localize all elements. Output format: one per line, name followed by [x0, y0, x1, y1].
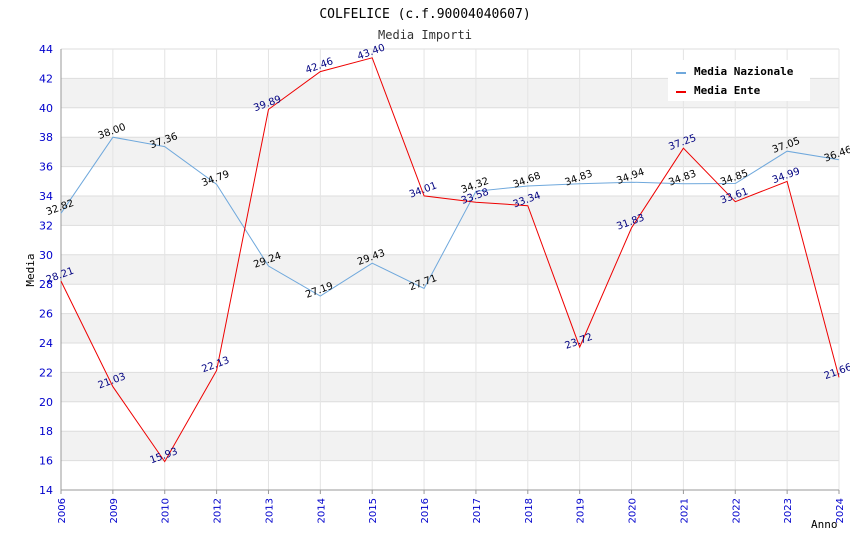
x-tick-label: 2017	[472, 498, 483, 523]
x-tick-label: 2024	[835, 498, 846, 523]
x-tick-label: 2018	[524, 498, 535, 523]
x-tick-label: 2022	[731, 498, 742, 523]
legend-label-ente: Media Ente	[694, 84, 761, 97]
y-tick-label: 18	[39, 425, 53, 438]
grid-band	[61, 460, 839, 490]
y-tick-label: 34	[39, 190, 53, 203]
x-tick-label: 2014	[316, 498, 327, 523]
x-tick-label: 2021	[679, 498, 690, 523]
x-tick-label: 2009	[109, 498, 120, 523]
x-axis-label: Anno	[811, 518, 838, 531]
series-line-media-nazionale	[60, 136, 840, 297]
grid-band	[61, 401, 839, 432]
series-line-media-ente	[60, 57, 840, 463]
grid-band	[61, 372, 839, 402]
series-lines	[60, 57, 840, 463]
chart-subtitle: Media Importi	[378, 28, 472, 42]
grid-band	[61, 137, 839, 167]
x-tick-label: 2020	[628, 498, 639, 523]
y-tick-label: 40	[39, 102, 53, 115]
y-tick-label: 22	[39, 366, 53, 379]
x-tick-label: 2023	[783, 498, 794, 523]
x-tick-label: 2019	[576, 498, 587, 523]
x-tick-label: 2016	[420, 498, 431, 523]
grid-band	[61, 343, 839, 373]
grid-band	[61, 254, 839, 285]
legend: Media Nazionale Media Ente	[668, 60, 810, 101]
x-tick-label: 2010	[161, 498, 172, 523]
y-tick-label: 14	[39, 484, 53, 497]
chart-title: COLFELICE (c.f.90004040607)	[319, 7, 530, 22]
x-tick-label: 2006	[57, 498, 68, 523]
y-tick-label: 42	[39, 72, 53, 85]
grid-band	[61, 313, 839, 343]
x-tick-label: 2015	[368, 498, 379, 523]
grid-band	[61, 196, 839, 226]
y-tick-label: 30	[39, 249, 53, 262]
grid-band	[61, 107, 839, 138]
y-tick-label: 32	[39, 219, 53, 232]
y-tick-label: 16	[39, 455, 53, 468]
x-tick-label: 2012	[213, 498, 224, 523]
y-tick-label: 28	[39, 278, 53, 291]
y-tick-label: 44	[39, 43, 53, 56]
x-tick-label: 2013	[264, 498, 275, 523]
y-tick-label: 20	[39, 396, 53, 409]
legend-box	[668, 60, 810, 101]
y-tick-label: 38	[39, 131, 53, 144]
y-axis-label: Media	[24, 253, 37, 286]
grid-band	[61, 431, 839, 461]
y-tick-label: 24	[39, 337, 53, 350]
y-tick-label: 36	[39, 161, 53, 174]
grid-bands	[61, 49, 839, 490]
grid-band	[61, 284, 839, 314]
grid-band	[61, 166, 839, 196]
y-tick-label: 26	[39, 308, 53, 321]
legend-label-nazionale: Media Nazionale	[694, 65, 794, 78]
axes	[60, 49, 840, 494]
